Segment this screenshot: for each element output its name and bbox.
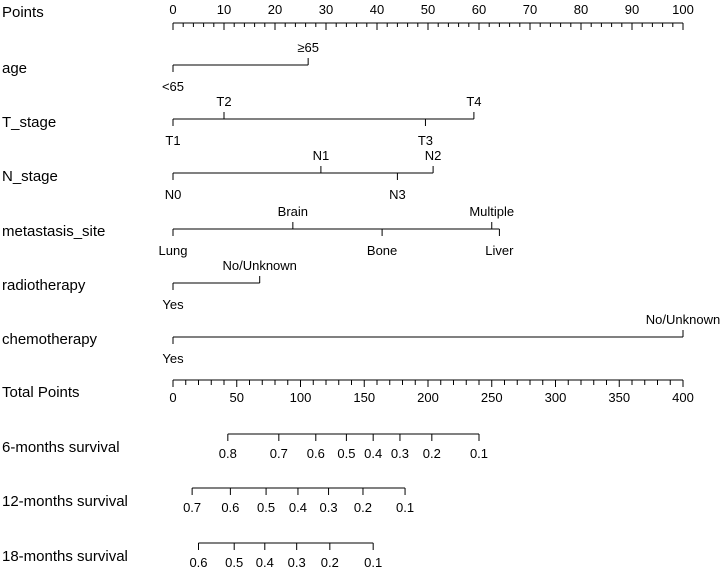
survival-6-months-axis: 0.8 0.7 0.6 0.5 0.4 0.3 0.2 0.1 <box>219 433 488 461</box>
t-stage-t4-level-label: T4 <box>466 94 481 109</box>
total-points-tick-label-350: 350 <box>608 390 630 405</box>
survival-tick-label-0-1: 0.1 <box>470 446 488 461</box>
survival-tick-label-0-4: 0.4 <box>364 446 382 461</box>
points-tick-label-100: 100 <box>672 2 694 17</box>
survival-tick-label-0-3: 0.3 <box>391 446 409 461</box>
total-points-tick-label-50: 50 <box>230 390 244 405</box>
survival-18-months-label: 18-months survival <box>2 548 128 565</box>
total-points-tick-label-300: 300 <box>545 390 567 405</box>
survival-tick-label-0-8: 0.8 <box>219 446 237 461</box>
chemotherapy-scale: Yes No/Unknown <box>162 312 720 366</box>
survival-6-months-label: 6-months survival <box>2 439 120 456</box>
chemotherapy-yes-level-label: Yes <box>162 351 184 366</box>
total-points-tick-label-250: 250 <box>481 390 503 405</box>
survival-12-months-label: 12-months survival <box>2 493 128 510</box>
age-ge-65-level-label: ≥65 <box>297 40 319 55</box>
survival-tick-label-0-3: 0.3 <box>320 500 338 515</box>
points-tick-label-60: 60 <box>472 2 486 17</box>
total-points-tick-label-100: 100 <box>290 390 312 405</box>
metastasis-site-liver-level-label: Liver <box>485 243 514 258</box>
survival-tick-label-0-2: 0.2 <box>354 500 372 515</box>
t-stage-t2-level-label: T2 <box>216 94 231 109</box>
survival-tick-label-0-4: 0.4 <box>289 500 307 515</box>
total-points-tick-label-200: 200 <box>417 390 439 405</box>
survival-tick-label-0-2: 0.2 <box>321 555 339 568</box>
survival-tick-label-0-2: 0.2 <box>423 446 441 461</box>
metastasis-site-scale: Lung Brain Bone Multiple Liver <box>159 204 515 258</box>
total-points-tick-label-0: 0 <box>169 390 176 405</box>
radiotherapy-no-unknown-level-label: No/Unknown <box>222 258 296 273</box>
points-tick-label-70: 70 <box>523 2 537 17</box>
survival-tick-label-0-4: 0.4 <box>256 555 274 568</box>
points-tick-label-20: 20 <box>268 2 282 17</box>
n-stage-n3-level-label: N3 <box>389 187 406 202</box>
chemotherapy-no-unknown-level-label: No/Unknown <box>646 312 720 327</box>
survival-18-months-axis: 0.6 0.5 0.4 0.3 0.2 0.1 <box>189 542 382 568</box>
total-points-axis: 0 50 100 150 200 250 300 350 400 <box>169 379 694 405</box>
points-tick-label-10: 10 <box>217 2 231 17</box>
survival-tick-label-0-6: 0.6 <box>189 555 207 568</box>
points-tick-label-30: 30 <box>319 2 333 17</box>
t-stage-t3-level-label: T3 <box>418 133 433 148</box>
metastasis-site-label: metastasis_site <box>2 223 105 240</box>
n-stage-scale: N0 N1 N3 N2 <box>165 148 442 202</box>
radiotherapy-scale: Yes No/Unknown <box>162 258 297 312</box>
t-stage-scale: T1 T2 T3 T4 <box>165 94 481 148</box>
t-stage-label: T_stage <box>2 114 56 131</box>
total-points-tick-label-150: 150 <box>353 390 375 405</box>
chemotherapy-label: chemotherapy <box>2 331 98 348</box>
points-axis: 0 10 20 30 40 50 60 70 80 90 100 <box>169 2 694 30</box>
radiotherapy-yes-level-label: Yes <box>162 297 184 312</box>
metastasis-site-multiple-level-label: Multiple <box>469 204 514 219</box>
n-stage-n2-level-label: N2 <box>425 148 442 163</box>
metastasis-site-lung-level-label: Lung <box>159 243 188 258</box>
points-tick-label-80: 80 <box>574 2 588 17</box>
n-stage-n1-level-label: N1 <box>313 148 330 163</box>
t-stage-t1-level-label: T1 <box>165 133 180 148</box>
survival-12-months-axis: 0.7 0.6 0.5 0.4 0.3 0.2 0.1 <box>183 487 414 515</box>
age-lt-65-level-label: <65 <box>162 79 184 94</box>
metastasis-site-brain-level-label: Brain <box>278 204 308 219</box>
survival-tick-label-0-6: 0.6 <box>221 500 239 515</box>
total-points-tick-label-400: 400 <box>672 390 694 405</box>
survival-tick-label-0-5: 0.5 <box>337 446 355 461</box>
points-tick-label-90: 90 <box>625 2 639 17</box>
survival-tick-label-0-7: 0.7 <box>183 500 201 515</box>
radiotherapy-label: radiotherapy <box>2 277 86 294</box>
survival-tick-label-0-6: 0.6 <box>307 446 325 461</box>
survival-tick-label-0-1: 0.1 <box>364 555 382 568</box>
n-stage-n0-level-label: N0 <box>165 187 182 202</box>
metastasis-site-bone-level-label: Bone <box>367 243 397 258</box>
points-tick-label-50: 50 <box>421 2 435 17</box>
n-stage-label: N_stage <box>2 168 58 185</box>
age-label: age <box>2 60 27 77</box>
survival-tick-label-0-5: 0.5 <box>225 555 243 568</box>
points-tick-label-40: 40 <box>370 2 384 17</box>
age-scale: <65 ≥65 <box>162 40 319 94</box>
survival-tick-label-0-3: 0.3 <box>288 555 306 568</box>
survival-tick-label-0-5: 0.5 <box>257 500 275 515</box>
points-tick-label-0: 0 <box>169 2 176 17</box>
points-axis-label: Points <box>2 4 44 21</box>
total-points-label: Total Points <box>2 384 80 401</box>
survival-tick-label-0-1: 0.1 <box>396 500 414 515</box>
survival-tick-label-0-7: 0.7 <box>270 446 288 461</box>
